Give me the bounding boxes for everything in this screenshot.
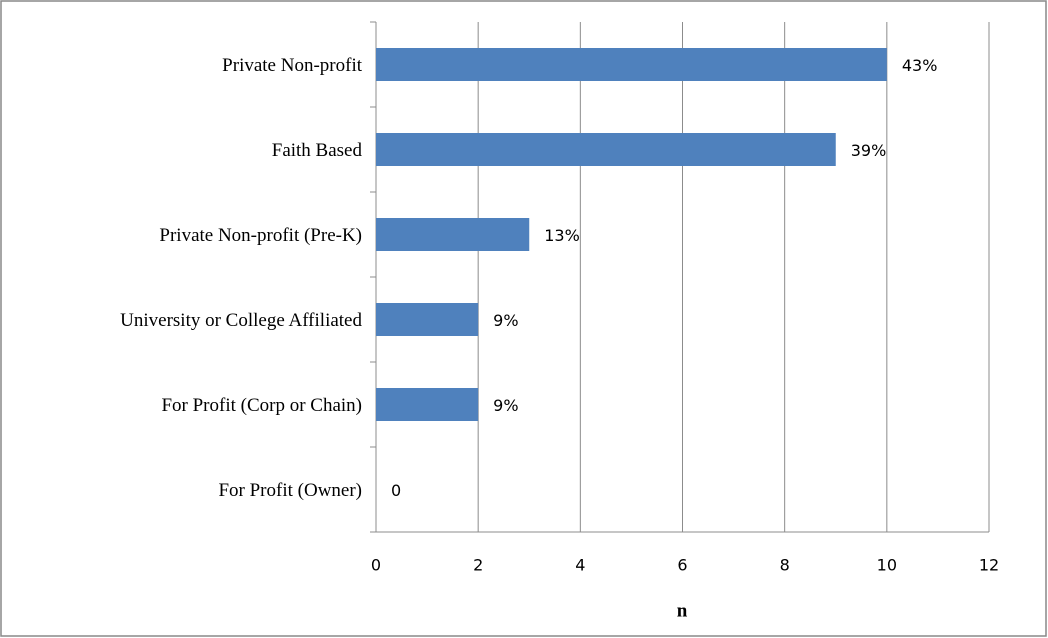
bar	[376, 133, 836, 166]
bar	[376, 48, 887, 81]
x-axis-label: n	[677, 600, 688, 621]
y-tick-label: University or College Affiliated	[120, 310, 362, 331]
x-tick-label: 8	[780, 556, 790, 575]
x-tick-label: 0	[371, 556, 381, 575]
x-tick-label: 6	[677, 556, 687, 575]
bar	[376, 388, 479, 421]
bar-annotation: 9%	[493, 311, 518, 330]
bar	[376, 218, 530, 251]
bar-annotation: 13%	[544, 226, 580, 245]
x-tick-label: 10	[877, 556, 897, 575]
bar-annotation: 9%	[493, 396, 518, 415]
x-tick-label: 4	[575, 556, 585, 575]
x-tick-label: 2	[473, 556, 483, 575]
x-tick-label: 12	[979, 556, 999, 575]
bar-annotation: 39%	[851, 141, 887, 160]
y-tick-label: Faith Based	[272, 140, 363, 161]
bar	[376, 303, 479, 336]
bar-annotation: 43%	[902, 56, 938, 75]
y-tick-label: Private Non-profit (Pre-K)	[159, 225, 362, 246]
bar-annotation: 0	[391, 481, 401, 500]
y-tick-label: For Profit (Corp or Chain)	[161, 395, 362, 416]
y-tick-label: For Profit (Owner)	[218, 480, 362, 501]
y-tick-label: Private Non-profit	[222, 55, 363, 76]
